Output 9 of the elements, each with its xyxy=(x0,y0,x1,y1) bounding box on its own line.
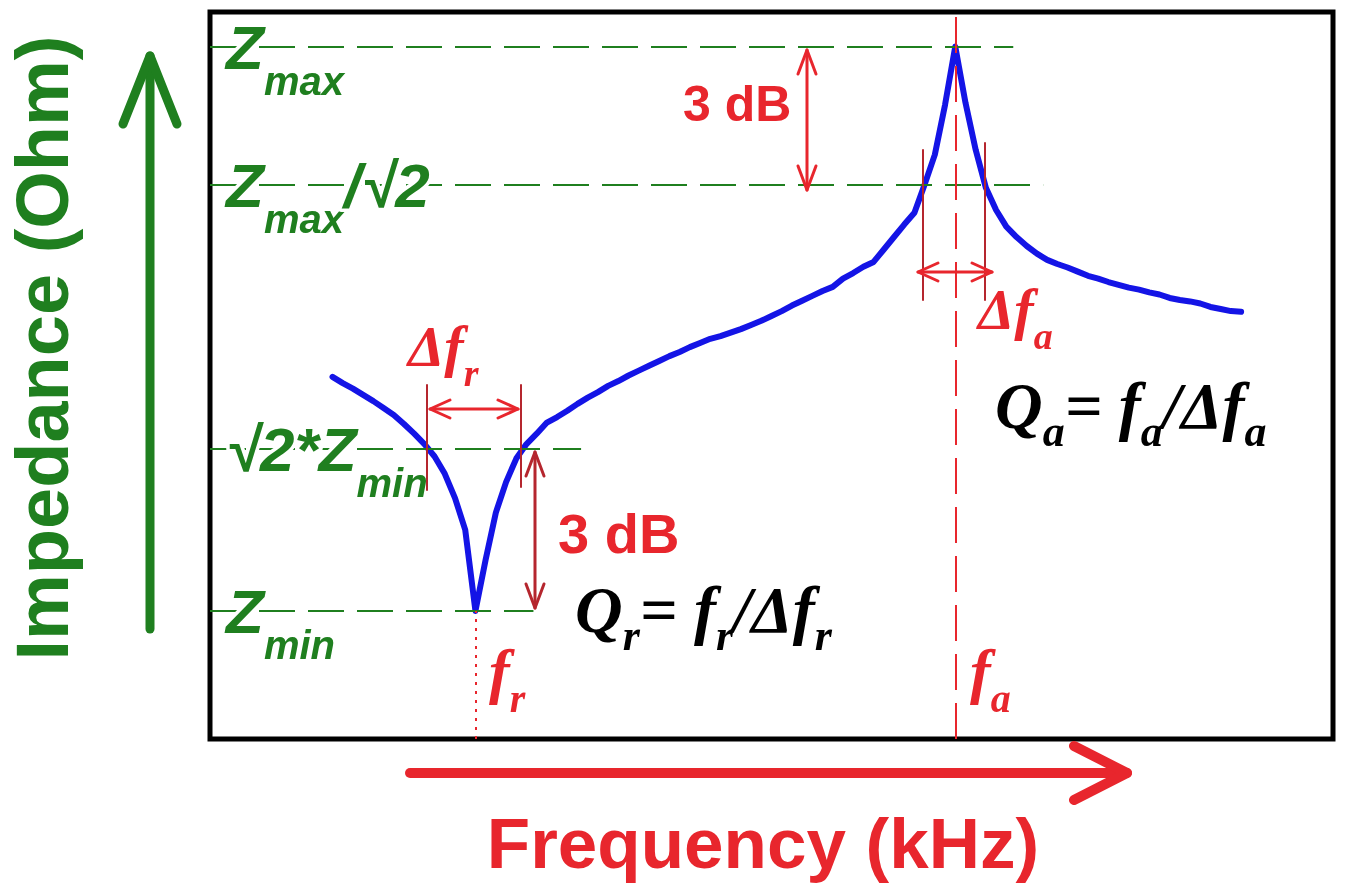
annotation: f$_{a}$ xyxy=(970,637,1011,721)
annotation: 3 dB xyxy=(558,502,680,565)
x-axis-title: Frequency (kHz) xyxy=(486,804,1040,883)
annotation: Q$_{a}$= f$_{a}$/Δf$_{a}$ xyxy=(995,369,1267,456)
y-axis-title: Impedance (Ohm) xyxy=(1,35,84,661)
annotation: Δf$_{r}$ xyxy=(406,314,480,394)
annotation: Δf$_{a}$ xyxy=(976,277,1053,357)
annotation: f$_{r}$ xyxy=(489,637,526,721)
annotation: 3 dB xyxy=(683,76,792,132)
